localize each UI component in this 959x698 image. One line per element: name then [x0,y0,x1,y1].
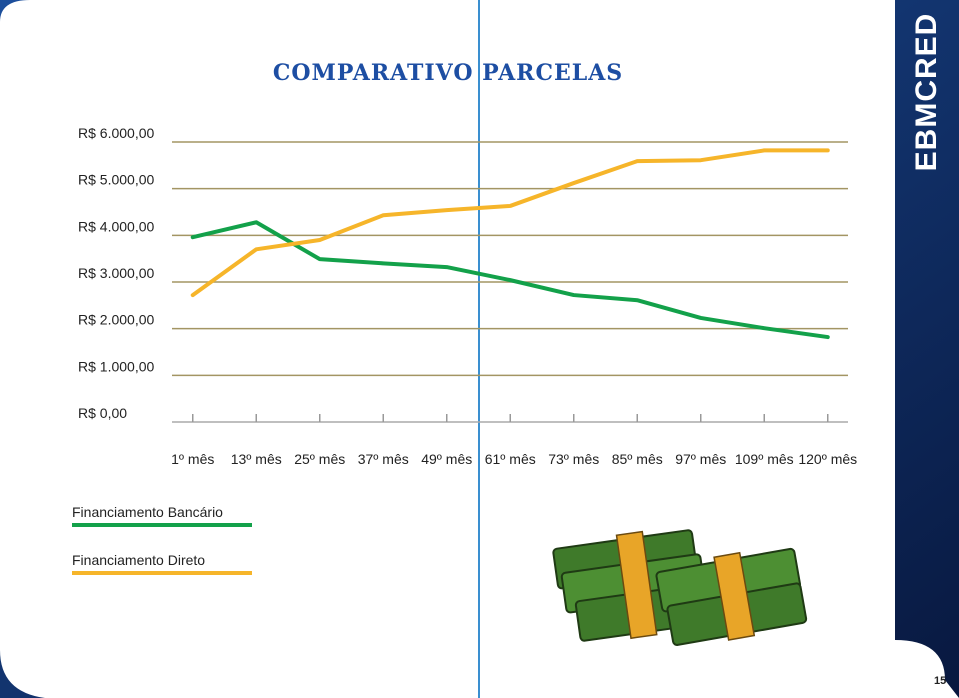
series-line [190,148,830,298]
y-tick-label: R$ 4.000,00 [78,218,154,234]
y-tick-label: R$ 1.000,00 [78,358,154,374]
series-line [190,220,830,340]
y-tick-label: R$ 5.000,00 [78,172,154,188]
legend-label: Financiamento Direto [72,552,205,568]
legend-label: Financiamento Bancário [72,504,223,520]
money-illustration [552,529,808,646]
x-tick-label: 13º mês [231,451,282,467]
x-tick-label: 120º mês [798,451,857,467]
x-tick-label: 37º mês [358,451,409,467]
x-tick-label: 73º mês [548,451,599,467]
y-tick-label: R$ 2.000,00 [78,312,154,328]
page-number: 15 [934,675,946,687]
x-tick-label: 85º mês [612,451,663,467]
y-tick-label: R$ 3.000,00 [78,265,154,281]
page-number: 14 [12,675,25,687]
x-tick-label: 25º mês [294,451,345,467]
x-tick-label: 109º mês [735,451,794,467]
x-tick-label: 49º mês [421,451,472,467]
x-tick-label: 61º mês [485,451,536,467]
logo: EBMCRED [910,13,943,172]
y-tick-label: R$ 6.000,00 [78,125,154,141]
x-tick-label: 1º mês [171,451,214,467]
chart-title: COMPARATIVO PARCELAS [273,60,623,86]
y-tick-label: R$ 0,00 [78,405,127,421]
x-tick-label: 97º mês [675,451,726,467]
